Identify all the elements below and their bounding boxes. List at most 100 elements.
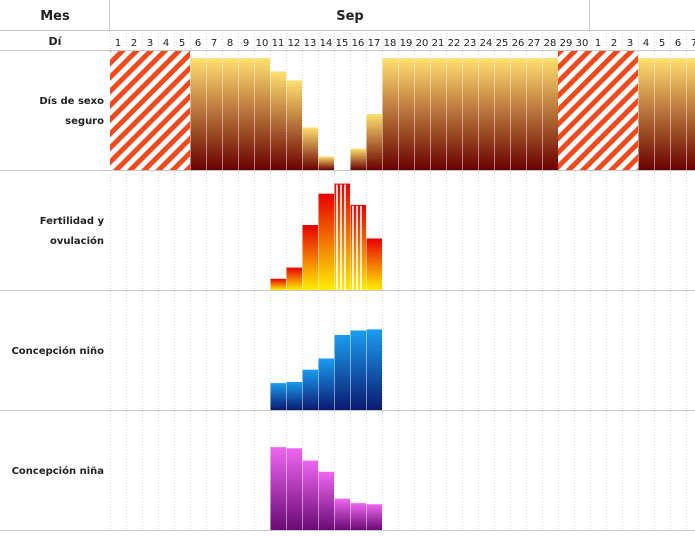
day-tick-label: 26 (512, 38, 525, 49)
safe-days-bar (287, 80, 303, 170)
day-tick-label: 6 (195, 38, 201, 49)
day-tick-label: 29 (560, 38, 573, 49)
fertility-bar (367, 238, 383, 290)
day-tick-label: 7 (211, 38, 217, 49)
day-tick-label: 4 (163, 38, 169, 49)
day-tick-label: 14 (320, 38, 333, 49)
safe-days-bar (255, 58, 271, 170)
period-bar (574, 50, 590, 170)
safe-days-bar (495, 58, 511, 170)
girl-conception-bar (319, 472, 335, 530)
period-bar (606, 50, 622, 170)
day-tick-label: 5 (179, 38, 185, 49)
period-bar (558, 50, 574, 170)
period-bar (158, 50, 174, 170)
fertility-bar (303, 225, 319, 290)
day-tick-label: 23 (464, 38, 477, 49)
day-tick-label: 1 (595, 38, 601, 49)
safe-days-bar (239, 58, 255, 170)
girl-conception-bar (303, 461, 319, 530)
safe-days-bar (639, 58, 655, 170)
period-bar (142, 50, 158, 170)
boy-conception-bar (367, 329, 383, 410)
day-tick-label: 4 (643, 38, 649, 49)
day-tick-label: 2 (611, 38, 617, 49)
day-tick-label: 22 (448, 38, 461, 49)
day-tick-label: 7 (691, 38, 695, 49)
row-label-fertility: Fertilidad y (40, 216, 105, 227)
day-tick-label: 13 (304, 38, 317, 49)
boy-conception-bar (319, 358, 335, 410)
period-bar (126, 50, 142, 170)
girl-conception-bar (351, 503, 367, 530)
day-tick-label: 1 (115, 38, 121, 49)
day-tick-label: 25 (496, 38, 509, 49)
day-tick-label: 17 (368, 38, 381, 49)
girl-conception-bar (335, 499, 351, 530)
boy-conception-bar (287, 382, 303, 410)
safe-days-bar (543, 58, 559, 170)
safe-days-bar (223, 58, 239, 170)
safe-days-bar (463, 58, 479, 170)
safe-days-bar (527, 58, 543, 170)
row-label-safe-days: seguro (65, 116, 104, 127)
safe-days-bar (191, 58, 207, 170)
day-tick-label: 3 (147, 38, 153, 49)
safe-days-bar (415, 58, 431, 170)
safe-days-bar (431, 58, 447, 170)
period-bar (174, 50, 190, 170)
boy-conception-bar (351, 330, 367, 410)
safe-days-bar (655, 58, 671, 170)
safe-days-bar (367, 114, 383, 170)
safe-days-bar (351, 149, 367, 170)
day-column-header: Dí (49, 35, 63, 48)
day-tick-label: 30 (576, 38, 589, 49)
boy-conception-bar (271, 383, 287, 410)
day-tick-label: 24 (480, 38, 493, 49)
row-label-fertility: ovulación (50, 235, 104, 247)
day-tick-label: 11 (272, 38, 285, 49)
day-tick-label: 18 (384, 38, 397, 49)
period-bar (110, 50, 126, 170)
row-label-girl-conception: Concepción niña (12, 465, 104, 477)
day-tick-label: 15 (336, 38, 349, 49)
day-tick-label: 27 (528, 38, 541, 49)
safe-days-bar (399, 58, 415, 170)
safe-days-bar (671, 58, 687, 170)
row-label-safe-days: Dís de sexo (39, 95, 104, 107)
day-tick-label: 5 (659, 38, 665, 49)
safe-days-bar (319, 157, 335, 170)
boy-conception-bar (335, 335, 351, 410)
day-tick-label: 9 (243, 38, 249, 49)
safe-days-bar (687, 58, 695, 170)
day-tick-label: 2 (131, 38, 137, 49)
day-tick-label: 21 (432, 38, 445, 49)
day-tick-label: 12 (288, 38, 301, 49)
safe-days-bar (383, 58, 399, 170)
day-tick-label: 16 (352, 38, 365, 49)
safe-days-bar (511, 58, 527, 170)
day-tick-label: 8 (227, 38, 233, 49)
safe-days-bar (207, 58, 223, 170)
day-tick-label: 10 (256, 38, 269, 49)
girl-conception-bar (367, 504, 383, 530)
day-tick-label: 6 (675, 38, 681, 49)
month-column-header: Mes (40, 9, 70, 24)
period-bar (590, 50, 606, 170)
girl-conception-bar (287, 448, 303, 530)
month-name-label: Sep (336, 9, 364, 24)
day-tick-label: 28 (544, 38, 557, 49)
fertility-bar (271, 279, 287, 290)
safe-days-bar (303, 127, 319, 170)
safe-days-bar (447, 58, 463, 170)
day-tick-label: 19 (400, 38, 413, 49)
day-tick-label: 20 (416, 38, 429, 49)
fertility-bar (287, 268, 303, 290)
day-tick-label: 3 (627, 38, 633, 49)
safe-days-bar (271, 71, 287, 170)
safe-days-bar (479, 58, 495, 170)
girl-conception-bar (271, 447, 287, 530)
row-label-boy-conception: Concepción niño (11, 345, 104, 357)
